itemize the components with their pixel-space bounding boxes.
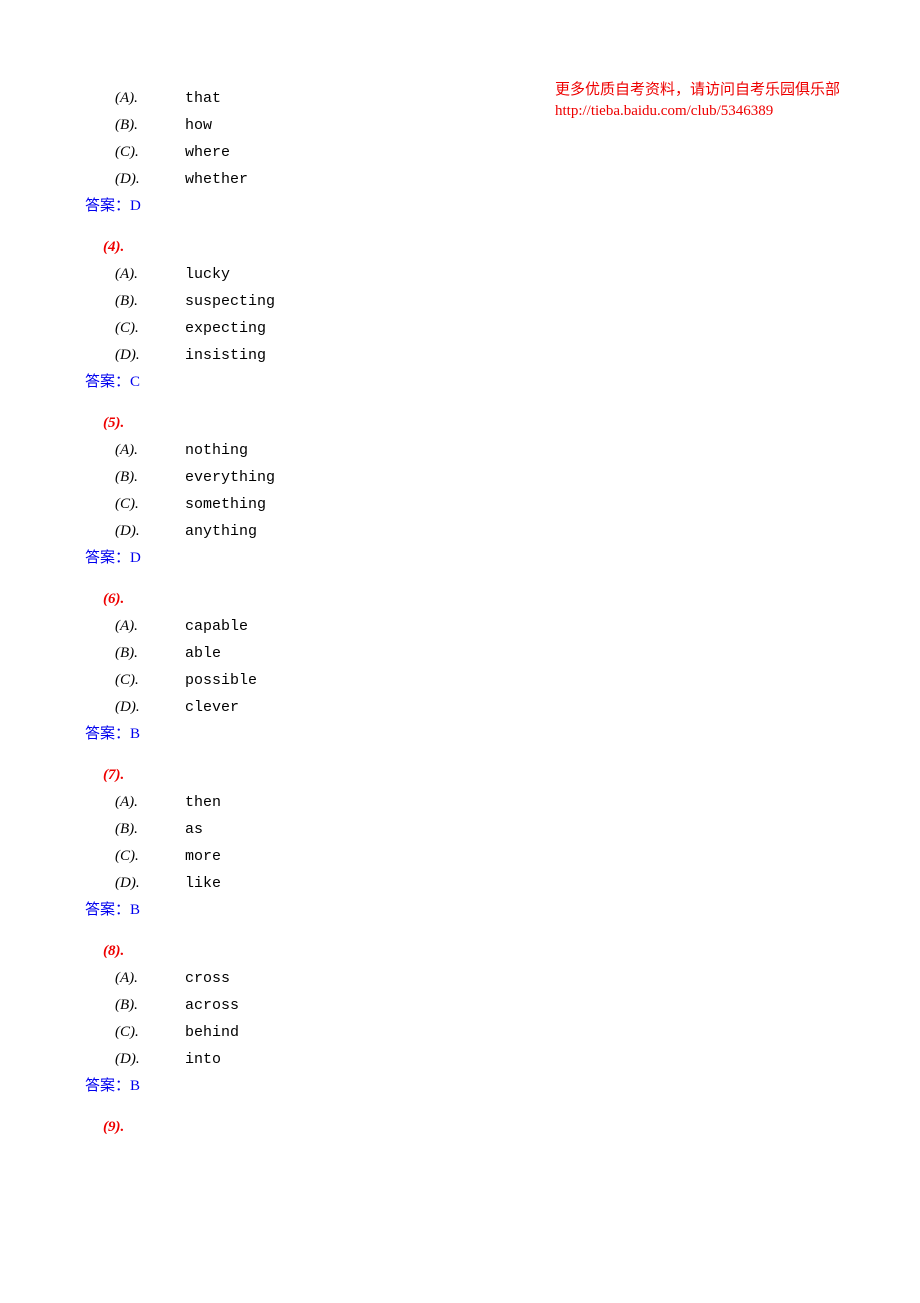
question-number: (4). [85, 234, 835, 261]
option-label: (A). [115, 613, 185, 640]
option-label: (B). [115, 112, 185, 139]
option-row: (B).everything [85, 464, 835, 491]
question-block: (5).(A).nothing(B).everything(C).somethi… [85, 410, 835, 572]
option-row: (B).able [85, 640, 835, 667]
option-label: (B). [115, 640, 185, 667]
question-number: (8). [85, 938, 835, 965]
option-row: (D).whether [85, 166, 835, 193]
answer-line: 答案：D [85, 193, 835, 220]
option-text: lucky [185, 261, 230, 288]
option-label: (B). [115, 816, 185, 843]
option-text: everything [185, 464, 275, 491]
questions-container: (A).that(B).how(C).where(D).whether答案：D(… [85, 85, 835, 1141]
answer-line: 答案：C [85, 369, 835, 396]
option-text: more [185, 843, 221, 870]
header-url: http://tieba.baidu.com/club/5346389 [555, 103, 773, 119]
option-text: able [185, 640, 221, 667]
option-label: (A). [115, 85, 185, 112]
option-row: (A).cross [85, 965, 835, 992]
option-label: (C). [115, 315, 185, 342]
question-number: (6). [85, 586, 835, 613]
option-text: like [185, 870, 221, 897]
question-block: (7).(A).then(B).as(C).more(D).like答案：B [85, 762, 835, 924]
option-row: (C).more [85, 843, 835, 870]
option-row: (B).across [85, 992, 835, 1019]
question-number: (9). [85, 1114, 835, 1141]
option-label: (D). [115, 694, 185, 721]
option-row: (A).then [85, 789, 835, 816]
question-block: (9). [85, 1114, 835, 1141]
option-text: cross [185, 965, 230, 992]
option-text: something [185, 491, 266, 518]
option-text: suspecting [185, 288, 275, 315]
option-label: (C). [115, 667, 185, 694]
question-number: (5). [85, 410, 835, 437]
option-row: (C).behind [85, 1019, 835, 1046]
option-row: (A).lucky [85, 261, 835, 288]
question-block: (6).(A).capable(B).able(C).possible(D).c… [85, 586, 835, 748]
option-row: (B).as [85, 816, 835, 843]
option-row: (A).nothing [85, 437, 835, 464]
option-label: (D). [115, 1046, 185, 1073]
option-label: (C). [115, 843, 185, 870]
option-text: expecting [185, 315, 266, 342]
option-row: (D).clever [85, 694, 835, 721]
question-number: (7). [85, 762, 835, 789]
option-text: as [185, 816, 203, 843]
option-text: nothing [185, 437, 248, 464]
option-text: where [185, 139, 230, 166]
option-row: (D).like [85, 870, 835, 897]
option-label: (A). [115, 965, 185, 992]
answer-line: 答案：B [85, 1073, 835, 1100]
header-note: 更多优质自考资料，请访问自考乐园俱乐部 http://tieba.baidu.c… [555, 80, 840, 122]
option-label: (C). [115, 139, 185, 166]
option-row: (C).possible [85, 667, 835, 694]
option-text: possible [185, 667, 257, 694]
option-text: capable [185, 613, 248, 640]
option-label: (D). [115, 518, 185, 545]
option-text: behind [185, 1019, 239, 1046]
answer-line: 答案：D [85, 545, 835, 572]
option-label: (B). [115, 464, 185, 491]
option-label: (D). [115, 870, 185, 897]
option-label: (A). [115, 437, 185, 464]
option-label: (D). [115, 166, 185, 193]
header-line1: 更多优质自考资料，请访问自考乐园俱乐部 [555, 82, 840, 98]
option-text: across [185, 992, 239, 1019]
option-label: (A). [115, 261, 185, 288]
option-row: (C).something [85, 491, 835, 518]
document-page: 更多优质自考资料，请访问自考乐园俱乐部 http://tieba.baidu.c… [0, 0, 920, 1215]
option-row: (A).capable [85, 613, 835, 640]
option-text: into [185, 1046, 221, 1073]
option-text: anything [185, 518, 257, 545]
option-label: (B). [115, 992, 185, 1019]
option-row: (D).anything [85, 518, 835, 545]
option-row: (C).expecting [85, 315, 835, 342]
answer-line: 答案：B [85, 897, 835, 924]
option-row: (C).where [85, 139, 835, 166]
option-text: whether [185, 166, 248, 193]
answer-line: 答案：B [85, 721, 835, 748]
option-text: that [185, 85, 221, 112]
question-block: (8).(A).cross(B).across(C).behind(D).int… [85, 938, 835, 1100]
option-label: (A). [115, 789, 185, 816]
option-label: (C). [115, 1019, 185, 1046]
option-text: insisting [185, 342, 266, 369]
option-label: (D). [115, 342, 185, 369]
option-label: (C). [115, 491, 185, 518]
option-text: how [185, 112, 212, 139]
option-row: (D).insisting [85, 342, 835, 369]
option-row: (B).suspecting [85, 288, 835, 315]
option-row: (D).into [85, 1046, 835, 1073]
option-label: (B). [115, 288, 185, 315]
question-block: (4).(A).lucky(B).suspecting(C).expecting… [85, 234, 835, 396]
option-text: clever [185, 694, 239, 721]
option-text: then [185, 789, 221, 816]
